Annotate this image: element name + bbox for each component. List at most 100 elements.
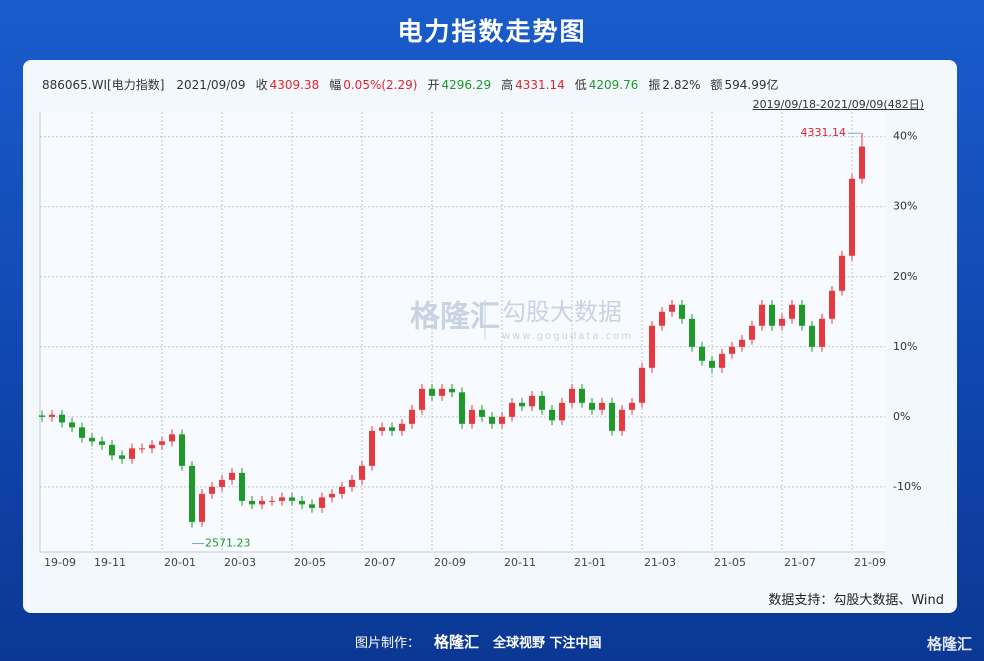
x-tick-label: 21-05 bbox=[714, 556, 746, 569]
info-value: 0.05%(2.29) bbox=[343, 78, 418, 92]
info-label: 高 bbox=[501, 78, 514, 92]
candle-body bbox=[459, 392, 465, 424]
candle-body bbox=[609, 402, 615, 431]
candle-body bbox=[849, 178, 855, 256]
candle-body bbox=[769, 304, 775, 326]
info-value: 4296.29 bbox=[441, 78, 492, 92]
candle-body bbox=[139, 448, 145, 450]
candle-body bbox=[599, 402, 605, 410]
info-label: 886065.WI[电力指数] bbox=[42, 78, 165, 92]
candle-body bbox=[269, 500, 275, 502]
info-value: 4309.38 bbox=[269, 78, 320, 92]
x-tick-label: 21-03 bbox=[644, 556, 676, 569]
candle-body bbox=[799, 304, 805, 326]
x-tick-label: 20-05 bbox=[294, 556, 326, 569]
candle-body bbox=[579, 388, 585, 403]
candle-body bbox=[789, 304, 795, 319]
candle-body bbox=[509, 402, 515, 417]
info-value: 4331.14 bbox=[515, 78, 565, 92]
candle-body bbox=[589, 402, 595, 410]
y-tick-label: 40% bbox=[893, 130, 917, 143]
candle-body bbox=[479, 409, 485, 417]
candle-body bbox=[149, 444, 155, 449]
candle-body bbox=[529, 395, 535, 407]
candle-body bbox=[129, 448, 135, 459]
info-value: 2.82% bbox=[662, 78, 701, 92]
candle-body bbox=[109, 444, 115, 456]
candle-body bbox=[859, 146, 865, 179]
info-label: 开 bbox=[427, 78, 440, 92]
info-item: 高 4331.14 bbox=[501, 76, 565, 93]
info-label: 低 bbox=[574, 78, 587, 92]
x-tick-label: 20-09 bbox=[434, 556, 466, 569]
info-value: 594.99亿 bbox=[724, 78, 779, 92]
candle-body bbox=[519, 402, 525, 407]
info-item: 振 2.82% bbox=[648, 76, 700, 93]
candle-body bbox=[329, 493, 335, 498]
info-item: 额 594.99亿 bbox=[711, 76, 779, 93]
candle-body bbox=[719, 353, 725, 368]
candle-body bbox=[559, 402, 565, 421]
candle-body bbox=[429, 388, 435, 396]
source: 数据支持：勾股大数据、Wind bbox=[768, 593, 944, 608]
candle-body bbox=[469, 409, 475, 424]
info-label: 振 bbox=[648, 78, 661, 92]
candle-body bbox=[669, 304, 675, 312]
candle-body bbox=[209, 486, 215, 494]
candle-body bbox=[379, 427, 385, 431]
candle-body bbox=[739, 339, 745, 347]
x-tick-label: 20-03 bbox=[224, 556, 256, 569]
x-tick-label: 20-07 bbox=[364, 556, 396, 569]
y-tick-label: 10% bbox=[893, 340, 917, 353]
candle-body bbox=[389, 427, 395, 431]
candle-body bbox=[259, 500, 265, 505]
watermark-url: www.gogudata.com bbox=[502, 331, 633, 342]
info-label: 收 bbox=[255, 78, 268, 92]
candle-body bbox=[629, 402, 635, 410]
y-tick-label: 20% bbox=[893, 270, 917, 283]
candle-body bbox=[659, 311, 665, 326]
x-tick-label: 19-09 bbox=[44, 556, 76, 569]
footer-brand: 格隆汇 bbox=[434, 633, 480, 651]
watermark-data-brand: 勾股大数据 bbox=[502, 298, 622, 326]
candle-body bbox=[39, 415, 45, 417]
candle-body bbox=[549, 409, 555, 421]
candle-body bbox=[779, 318, 785, 326]
x-tick-label: 19-11 bbox=[94, 556, 126, 569]
info-value: 2021/09/09 bbox=[176, 78, 246, 92]
candle-body bbox=[59, 414, 65, 423]
candle-body bbox=[219, 479, 225, 487]
x-tick-label: 21-01 bbox=[574, 556, 606, 569]
corner-brand: 格隆汇 bbox=[926, 635, 972, 653]
candle-body bbox=[699, 346, 705, 361]
y-tick-label: 30% bbox=[893, 200, 917, 213]
candle-body bbox=[709, 360, 715, 368]
info-item: 开 4296.29 bbox=[427, 76, 491, 93]
info-label: 额 bbox=[710, 78, 723, 92]
candle-body bbox=[839, 255, 845, 291]
x-tick-label: 20-01 bbox=[164, 556, 196, 569]
annotation: 2571.23 bbox=[205, 536, 251, 549]
candle-body bbox=[409, 409, 415, 424]
candle-body bbox=[49, 414, 55, 417]
info-item: 收 4309.38 bbox=[256, 76, 320, 93]
candle-body bbox=[349, 479, 355, 487]
candle-body bbox=[439, 388, 445, 396]
candle-body bbox=[289, 497, 295, 501]
range-label[interactable]: 2019/09/18-2021/09/09(482日) bbox=[752, 98, 924, 111]
candle-body bbox=[619, 409, 625, 431]
candle-body bbox=[399, 423, 405, 431]
candle-body bbox=[299, 500, 305, 505]
made-by: 图片制作： bbox=[355, 636, 421, 651]
plot-area bbox=[40, 112, 885, 552]
candle-body bbox=[199, 493, 205, 522]
info-label: 幅 bbox=[329, 78, 342, 92]
candle-body bbox=[539, 395, 545, 410]
candle-body bbox=[449, 388, 455, 393]
candle-body bbox=[309, 504, 315, 508]
candle-body bbox=[119, 455, 125, 459]
candle-body bbox=[339, 486, 345, 494]
candle-body bbox=[679, 304, 685, 319]
